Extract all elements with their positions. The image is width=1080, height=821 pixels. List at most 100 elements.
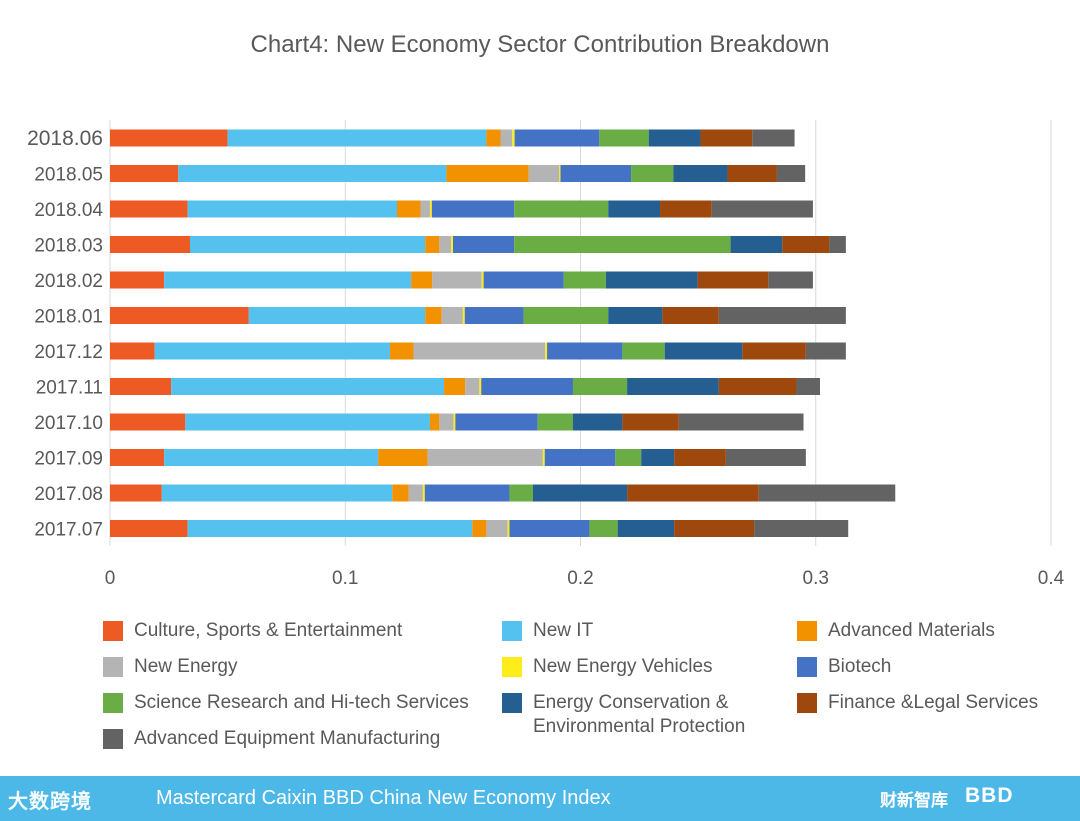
bar-segment [718, 378, 797, 395]
bar-segment [110, 271, 165, 289]
bar-segment [110, 342, 155, 360]
bar-segment [397, 200, 421, 218]
bar-segment [452, 236, 515, 253]
bar-segment [660, 200, 712, 218]
bar-segment [622, 413, 679, 431]
bar-segment [648, 129, 701, 147]
bar-segment [161, 484, 393, 502]
bar-segment [514, 129, 600, 147]
bar-segment [429, 200, 432, 218]
bbd-logo: BBD [965, 784, 1014, 807]
bar-segment [110, 413, 186, 431]
bar-segment [425, 236, 440, 253]
bar-segment [451, 236, 453, 253]
caixin-insight-logo: 财新智库 [880, 791, 948, 810]
bar-segment [472, 520, 487, 537]
bar-segment [429, 413, 440, 431]
bar-segment [754, 520, 849, 537]
bar-segment [439, 236, 452, 253]
bar-segment [187, 520, 473, 537]
bar-segment [542, 449, 545, 466]
x-tick-label: 0.4 [1038, 568, 1065, 589]
y-category-label: 2017.08 [34, 484, 103, 505]
bar-segment [464, 307, 524, 324]
bar-segment [572, 378, 628, 395]
bar-segment [725, 449, 806, 466]
x-tick-label: 0.1 [332, 568, 358, 589]
bar-segment [431, 200, 515, 218]
bar-segment [514, 200, 609, 218]
bar-segment [481, 378, 573, 395]
bar-segment [627, 484, 759, 502]
x-tick-label: 0.3 [803, 568, 829, 589]
bar-segment [185, 413, 430, 431]
bar-segment [507, 520, 510, 537]
bar-segment [408, 484, 423, 502]
bar-segment [483, 271, 564, 289]
bar-segment [462, 307, 465, 324]
dashukuajing-logo: 大数跨境 [8, 791, 92, 813]
y-category-label: 2018.01 [34, 307, 103, 328]
y-category-label: 2017.12 [34, 342, 103, 363]
bar-segment [608, 307, 663, 324]
y-category-label: 2018.02 [34, 271, 103, 292]
chart-plot: 0 0.1 0.2 0.3 0.4 2018.06 2018.05 2018.04 2018.0… [27, 120, 1065, 589]
bar-segment [453, 413, 456, 431]
bar-segment [164, 449, 379, 466]
bar-segment [178, 165, 447, 182]
x-tick-label: 0.2 [567, 568, 593, 589]
bar-segment [622, 342, 665, 360]
bar-segment [187, 200, 398, 218]
bar-segment [678, 413, 804, 431]
bar-segment [486, 520, 508, 537]
bar-segment [662, 307, 719, 324]
bar-segment [481, 271, 484, 289]
bar-segment [631, 165, 674, 182]
bar-segment [627, 378, 719, 395]
bar-segment [486, 129, 501, 147]
y-category-label: 2018.06 [27, 127, 103, 150]
bar-segment [796, 378, 820, 395]
bar-segment [537, 413, 573, 431]
bar-segment [528, 165, 560, 182]
bar-segment [599, 129, 649, 147]
bar-segment [110, 307, 249, 324]
bar-segment [572, 413, 623, 431]
bar-segment [512, 129, 515, 147]
bar-segment [110, 378, 172, 395]
bar-segment [758, 484, 896, 502]
x-tick-label: 0 [105, 568, 116, 589]
y-category-label: 2017.07 [34, 520, 103, 541]
bar-segment [742, 342, 806, 360]
y-category-label: 2018.04 [34, 200, 103, 221]
footer-index-name: Mastercard Caixin BBD China New Economy … [156, 787, 611, 809]
bar-segment [479, 378, 482, 395]
bar-segment [559, 165, 561, 182]
bar-segment [776, 165, 806, 182]
bar-segment [154, 342, 390, 360]
bar-segment [411, 271, 433, 289]
bar-segment [615, 449, 642, 466]
bar-segment [674, 449, 726, 466]
bar-segment [829, 236, 846, 253]
bar-segment [378, 449, 428, 466]
bar-segment [514, 236, 731, 253]
bar-segment [560, 165, 632, 182]
bar-segment [227, 129, 487, 147]
bar-segment [545, 342, 548, 360]
bar-segment [782, 236, 830, 253]
bar-segment [674, 520, 755, 537]
bar-segment [509, 484, 533, 502]
bar-segment [110, 129, 228, 147]
bar-segment [664, 342, 743, 360]
bar-segment [110, 165, 179, 182]
bar-segment [641, 449, 675, 466]
bar-segment [420, 200, 430, 218]
bar-segment [110, 484, 162, 502]
bar-segment [432, 271, 482, 289]
bar-segment [248, 307, 426, 324]
bar-segment [427, 449, 543, 466]
bar-segment [605, 271, 698, 289]
bar-segment [532, 484, 628, 502]
bar-segment [439, 413, 454, 431]
